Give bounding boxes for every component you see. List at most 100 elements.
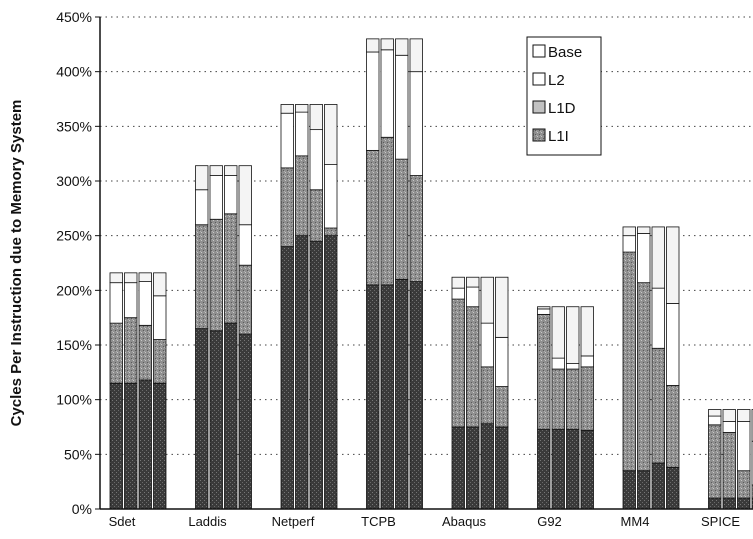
bar-segment-base bbox=[280, 104, 294, 114]
legend-swatch-l1d bbox=[532, 100, 546, 114]
category-group-netperf bbox=[280, 104, 338, 510]
bar-segment-l1d bbox=[295, 155, 309, 237]
legend-label-l2: L2 bbox=[548, 72, 565, 89]
category-group-spice bbox=[708, 409, 753, 510]
bar-segment-base bbox=[153, 272, 167, 297]
bar-segment-l1i bbox=[722, 497, 736, 510]
bar-segment-base bbox=[380, 38, 394, 51]
bar-segment-base bbox=[138, 272, 152, 282]
bar-segment-l1d bbox=[195, 224, 209, 330]
bar-segment-l2 bbox=[280, 112, 294, 169]
legend-label-l1d: L1D bbox=[548, 100, 576, 117]
bar-segment-l1d bbox=[409, 175, 423, 282]
bar-segment-l1d bbox=[708, 424, 722, 499]
bar-segment-l1i bbox=[224, 322, 238, 510]
bar-segment-base bbox=[722, 409, 736, 422]
bar-segment-l2 bbox=[153, 295, 167, 340]
category-label: Abaqus bbox=[442, 514, 487, 529]
y-tick-label: 250% bbox=[56, 228, 92, 244]
bar-segment-l1i bbox=[551, 428, 565, 510]
legend-swatch-l2 bbox=[532, 72, 546, 86]
bar-segment-base bbox=[622, 226, 636, 237]
y-tick-label: 0% bbox=[72, 501, 92, 517]
bar-segment-l1i bbox=[451, 426, 465, 510]
bar-segment-l1i bbox=[480, 423, 494, 510]
bar-segment-l2 bbox=[737, 421, 751, 472]
bar-segment-l1d bbox=[466, 306, 480, 428]
category-group-laddis bbox=[195, 165, 252, 510]
bar-segment-base bbox=[309, 104, 323, 131]
y-tick-label: 450% bbox=[56, 9, 92, 25]
y-tick-label: 300% bbox=[56, 173, 92, 189]
bar-segment-l2 bbox=[708, 415, 722, 426]
bar-segment-l1i bbox=[622, 470, 636, 510]
bar-segment-l1i bbox=[737, 497, 751, 510]
bar-segment-l1d bbox=[451, 298, 465, 428]
category-label: SPICE bbox=[701, 514, 740, 529]
y-tick-labels: 0% 50% 100% 150% 200% 250% 300% 350% 400% 450% bbox=[56, 9, 92, 517]
bar-segment-l1i bbox=[295, 235, 309, 510]
bar-segment-l1i bbox=[366, 284, 380, 510]
bar-segment-l2 bbox=[495, 336, 509, 387]
bar-segment-l1d bbox=[622, 251, 636, 472]
bar-segment-l1d bbox=[280, 167, 294, 248]
bar-segment-l1i bbox=[238, 333, 252, 510]
bar-segment-l1i bbox=[566, 428, 580, 510]
bar-segment-l1i bbox=[109, 382, 123, 510]
bar-segment-base bbox=[651, 226, 665, 289]
bar-segment-l2 bbox=[480, 322, 494, 368]
bar-segment-l2 bbox=[722, 421, 736, 433]
bar-segment-l2 bbox=[666, 303, 680, 386]
bar-segment-base bbox=[737, 409, 751, 422]
y-tick-label: 400% bbox=[56, 64, 92, 80]
bar-segment-l1i bbox=[580, 429, 594, 510]
bar-segment-l1d bbox=[153, 339, 167, 384]
category-label: G92 bbox=[537, 514, 562, 529]
bar-segment-l1d bbox=[224, 213, 238, 324]
category-group-abaqus bbox=[451, 276, 509, 510]
legend-label-l1i: L1I bbox=[548, 128, 569, 145]
y-tick-label: 150% bbox=[56, 337, 92, 353]
bar-segment-l1d bbox=[537, 313, 551, 430]
category-labels: Sdet Laddis Netperf TCPB Abaqus G92 MM4 SPICE bbox=[109, 514, 741, 529]
bar-segment-l2 bbox=[551, 357, 565, 370]
bar-segment-l1d bbox=[109, 322, 123, 384]
bar-segment-l1i bbox=[637, 470, 651, 510]
y-axis-label: Cycles Per Instruction due to Memory Sys… bbox=[8, 100, 25, 427]
bar-segment-base bbox=[324, 104, 338, 166]
bar-segment-l2 bbox=[380, 49, 394, 138]
y-tick-label: 100% bbox=[56, 392, 92, 408]
gridlines bbox=[95, 16, 753, 510]
bar-segment-l1d bbox=[666, 385, 680, 468]
bar-segment-l1d bbox=[395, 158, 409, 280]
bar-segment-l2 bbox=[366, 51, 380, 151]
bar-segment-l2 bbox=[124, 282, 138, 319]
bar-segment-base bbox=[637, 226, 651, 234]
bar-segment-base bbox=[366, 38, 380, 53]
bar-segment-base bbox=[466, 276, 480, 288]
bar-segment-base bbox=[708, 409, 722, 417]
bar-segment-l2 bbox=[566, 363, 580, 370]
bar-segment-l1d bbox=[138, 324, 152, 381]
legend-label-base: Base bbox=[548, 44, 582, 61]
bar-segment-l2 bbox=[651, 287, 665, 349]
bar-segment-l2 bbox=[238, 224, 252, 266]
category-label: Sdet bbox=[109, 514, 136, 529]
bar-segment-base bbox=[195, 165, 209, 191]
bar-segment-l1d bbox=[737, 470, 751, 499]
bar-segment-l1d bbox=[209, 218, 223, 332]
bar-segment-base bbox=[409, 38, 423, 73]
category-group-tcpb bbox=[366, 38, 423, 510]
bar-segment-l1d bbox=[722, 432, 736, 499]
bar-segment-l2 bbox=[309, 129, 323, 191]
bar-segment-l1i bbox=[280, 246, 294, 510]
bar-segment-base bbox=[495, 276, 509, 338]
bar-segment-l2 bbox=[209, 175, 223, 220]
legend: Base L2 L1D L1I bbox=[526, 36, 602, 156]
bar-segment-base bbox=[224, 165, 238, 176]
bar-segment-l1i bbox=[395, 278, 409, 510]
bar-segment-l2 bbox=[395, 54, 409, 160]
bar-segment-base bbox=[295, 104, 309, 113]
bar-segment-base bbox=[551, 306, 565, 359]
bar-segment-l1i bbox=[324, 235, 338, 510]
